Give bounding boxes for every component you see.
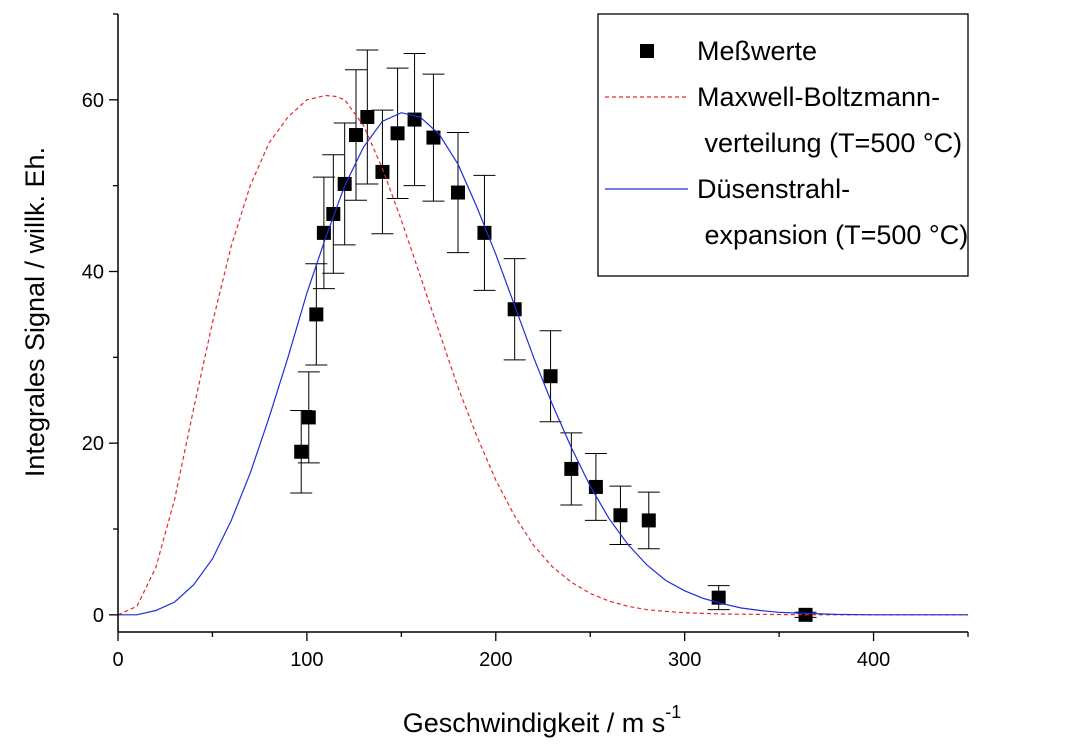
data-point: [477, 225, 492, 240]
data-point: [309, 307, 324, 322]
legend: Meßwerte Maxwell-Boltzmann- verteilung (T…: [597, 13, 969, 277]
data-point: [543, 369, 558, 384]
y-tick-label: 20: [82, 433, 104, 455]
x-axis-label-text: Geschwindigkeit / m s: [403, 708, 666, 738]
y-tick-label: 40: [82, 262, 104, 284]
x-tick-label: 200: [479, 649, 512, 671]
y-axis-label: Integrales Signal / willk. Eh.: [20, 147, 50, 477]
data-point: [507, 302, 522, 317]
legend-label: verteilung (T=500 °C): [697, 128, 962, 158]
data-point: [426, 130, 441, 145]
data-point: [375, 164, 390, 179]
data-point: [326, 206, 341, 221]
axes: 0 100 200 300 400 0 20 40 60: [82, 13, 969, 671]
data-point: [613, 508, 628, 523]
y-tick-label: 0: [93, 605, 104, 627]
data-point: [451, 185, 465, 200]
x-tick-label: 300: [668, 649, 701, 671]
legend-label: Maxwell-Boltzmann-: [697, 82, 940, 112]
data-point: [641, 513, 656, 528]
legend-box: [597, 13, 969, 277]
data-point: [349, 128, 363, 143]
legend-label: Düsenstrahl-: [697, 174, 850, 204]
x-tick-label: 400: [857, 649, 890, 671]
legend-label: Meßwerte: [697, 36, 817, 66]
data-point: [294, 444, 309, 459]
legend-marker-square: [640, 44, 654, 58]
series-line-nozzle: [118, 112, 968, 616]
data-point: [301, 410, 316, 425]
legend-label: expansion (T=500 °C): [697, 220, 968, 250]
series-line-maxwell: [117, 94, 968, 616]
data-point: [360, 110, 375, 124]
data-point: [390, 126, 405, 141]
data-point: [337, 176, 352, 191]
x-axis-label: Geschwindigkeit / m s-1: [403, 702, 682, 738]
data-point: [564, 461, 579, 476]
x-axis-label-superscript: -1: [665, 702, 681, 722]
data-point: [316, 225, 331, 240]
y-tick-label: 60: [82, 90, 104, 112]
x-tick-label: 100: [290, 649, 323, 671]
x-tick-label: 0: [112, 649, 123, 671]
plot-content: [117, 49, 968, 622]
